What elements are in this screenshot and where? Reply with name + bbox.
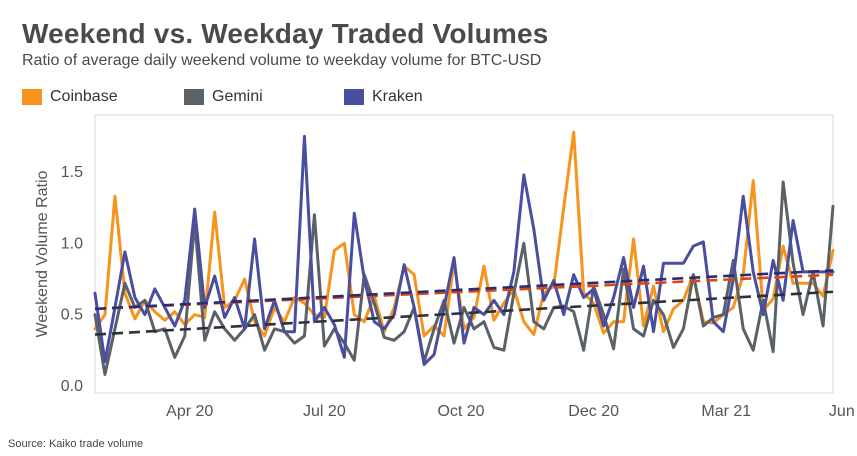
legend: Coinbase Gemini Kraken [22, 88, 522, 108]
x-tick-label: Oct 20 [437, 403, 484, 420]
x-tick-label: Apr 20 [166, 403, 213, 420]
legend-swatch-kraken [344, 89, 364, 105]
x-tick-label: Dec 20 [568, 403, 619, 420]
x-tick-label: Jul 20 [303, 403, 346, 420]
y-tick-label: 1.0 [61, 235, 83, 252]
trend-line-kraken [94, 269, 834, 311]
legend-item-gemini: Gemini [184, 88, 263, 106]
y-tick-label: 1.5 [61, 164, 83, 181]
y-tick-label: 0.5 [61, 307, 83, 324]
chart-title: Weekend vs. Weekday Traded Volumes [22, 18, 549, 49]
legend-swatch-coinbase [22, 89, 42, 105]
trend-line-gemini [94, 290, 834, 336]
chart-subtitle: Ratio of average daily weekend volume to… [22, 52, 542, 69]
x-tick-label: Jun 21 [829, 403, 857, 420]
legend-swatch-gemini [184, 89, 204, 105]
x-tick-label: Mar 21 [701, 403, 751, 420]
legend-item-coinbase: Coinbase [22, 88, 118, 106]
series-line-gemini [93, 180, 835, 376]
legend-label-kraken: Kraken [372, 88, 423, 105]
legend-label-gemini: Gemini [212, 88, 263, 105]
y-tick-label: 0.0 [61, 378, 83, 395]
legend-label-coinbase: Coinbase [50, 88, 118, 105]
series-line-kraken [93, 134, 835, 366]
legend-item-kraken: Kraken [344, 88, 423, 106]
source-note: Source: Kaiko trade volume [8, 438, 144, 450]
plot-frame [94, 114, 834, 394]
y-axis-label: Weekend Volume Ratio [34, 170, 51, 337]
